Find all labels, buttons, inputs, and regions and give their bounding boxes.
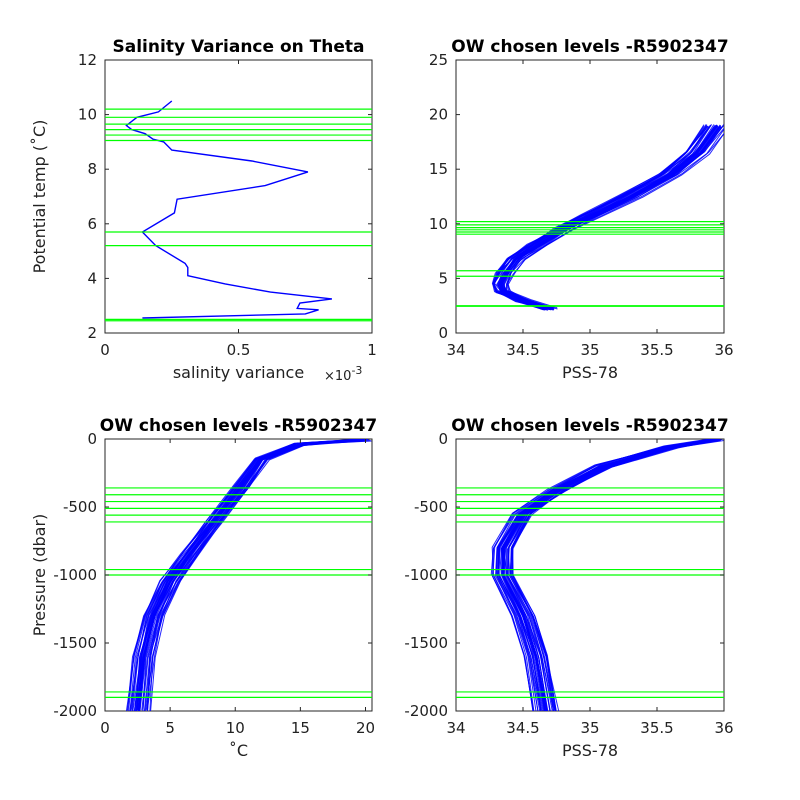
x-tick-label: 35 <box>580 719 599 737</box>
x-tick-label: 10 <box>226 719 245 737</box>
x-tick-label: 5 <box>165 719 175 737</box>
y-tick-label: 6 <box>87 215 97 233</box>
x-axis-label: PSS-78 <box>562 363 618 382</box>
y-tick-label: 15 <box>429 160 448 178</box>
plot-area <box>104 59 373 334</box>
plot-content <box>456 124 724 311</box>
profile-line-mean <box>501 439 718 711</box>
x-tick-label: 0 <box>100 719 110 737</box>
y-tick-label: 2 <box>87 324 97 342</box>
profile-line <box>511 439 724 711</box>
profile-line-mean <box>499 124 719 311</box>
profile-line <box>506 132 724 309</box>
profile-line <box>493 125 709 311</box>
profile-line <box>150 440 372 711</box>
plot-content <box>105 100 372 322</box>
x-tick-label: 34 <box>446 341 465 359</box>
profile-line <box>147 439 370 710</box>
y-tick-label: 0 <box>438 324 448 342</box>
profile-line <box>490 439 713 711</box>
panel-pressure-vs-salinity: 34 34.5 35 35.5 36 -2000 -1500 -1000 -500 0OW cho… <box>404 416 733 760</box>
y-axis-label: Pressure (dbar) <box>30 514 49 637</box>
profile-line-mean <box>137 439 366 711</box>
x-axis-exponent: ×10-3 <box>324 364 362 384</box>
y-tick-label: 5 <box>438 269 448 287</box>
x-axis-label: ˚C <box>229 741 248 760</box>
x-axis-label: salinity variance <box>173 363 304 382</box>
profile-line <box>129 439 360 711</box>
y-tick-label: 8 <box>87 160 97 178</box>
chart-title: OW chosen levels -R5902347 <box>100 416 377 436</box>
y-tick-label: 0 <box>87 430 97 448</box>
x-tick-label: 15 <box>291 719 310 737</box>
y-tick-label: -1500 <box>404 634 448 652</box>
x-tick-label: 35 <box>580 341 599 359</box>
y-tick-label: 0 <box>438 430 448 448</box>
profile-line <box>493 125 708 309</box>
plot-content <box>105 439 372 711</box>
x-tick-label: 35.5 <box>640 341 673 359</box>
x-axis-label: PSS-78 <box>562 741 618 760</box>
x-tick-label: 34.5 <box>506 719 539 737</box>
chart-title: Salinity Variance on Theta <box>113 37 365 57</box>
x-tick-label: 20 <box>356 719 375 737</box>
y-tick-label: 10 <box>429 215 448 233</box>
y-tick-label: 4 <box>87 269 97 287</box>
y-tick-label: -2000 <box>53 702 97 720</box>
y-tick-label: 20 <box>429 106 448 124</box>
y-tick-label: -1000 <box>53 566 97 584</box>
x-tick-label: 36 <box>714 719 733 737</box>
x-tick-label: 0 <box>100 341 110 359</box>
x-tick-label: 34.5 <box>506 341 539 359</box>
y-tick-label: -1500 <box>53 634 97 652</box>
y-tick-label: -2000 <box>404 702 448 720</box>
y-tick-label: -500 <box>63 498 97 516</box>
chart-title: OW chosen levels -R5902347 <box>451 37 728 57</box>
y-tick-label: -500 <box>414 498 448 516</box>
plot-content <box>456 439 724 711</box>
chart-title: OW chosen levels -R5902347 <box>451 416 728 436</box>
y-tick-label: -1000 <box>404 566 448 584</box>
x-tick-label: 0.5 <box>227 341 251 359</box>
profile-line <box>507 439 721 711</box>
x-tick-label: 1 <box>367 341 377 359</box>
x-tick-label: 34 <box>446 719 465 737</box>
variance-line <box>125 100 332 319</box>
y-tick-label: 25 <box>429 51 448 69</box>
x-tick-label: 35.5 <box>640 719 673 737</box>
y-tick-label: 12 <box>78 51 97 69</box>
x-axis-exponent-power: -3 <box>351 364 362 377</box>
y-tick-label: 10 <box>78 106 97 124</box>
x-tick-label: 36 <box>714 341 733 359</box>
y-axis-label: Potential temp (˚C) <box>30 120 49 274</box>
